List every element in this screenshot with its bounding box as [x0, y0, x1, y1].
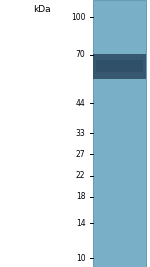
Text: 14: 14	[76, 219, 86, 227]
Text: kDa: kDa	[33, 5, 51, 14]
Text: 44: 44	[76, 99, 86, 108]
Text: 100: 100	[71, 13, 86, 22]
Text: 27: 27	[76, 150, 86, 159]
Bar	[93, 54, 146, 79]
Text: 18: 18	[76, 192, 85, 201]
Bar	[93, 0, 146, 267]
Text: 10: 10	[76, 254, 86, 263]
Text: 70: 70	[76, 50, 86, 59]
Text: 33: 33	[76, 129, 86, 138]
Text: 22: 22	[76, 171, 85, 180]
Bar	[96, 60, 143, 72]
